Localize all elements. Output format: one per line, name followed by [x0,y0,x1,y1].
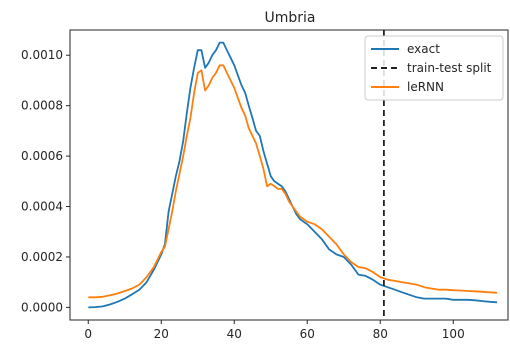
y-tick-label: 0.0002 [21,250,63,264]
plot-area [88,30,498,320]
y-axis: 0.0000 0.0002 0.0004 0.0006 0.0008 0.0010 [21,48,70,314]
y-tick-label: 0.0004 [21,200,63,214]
x-tick-label: 80 [373,327,388,341]
x-tick-label: 20 [154,327,169,341]
x-tick-label: 0 [84,327,92,341]
legend-label: train-test split [407,61,492,75]
axes-frame [69,29,509,321]
series-line-exact [88,41,498,309]
legend-box [364,35,504,101]
y-tick-label: 0.0010 [21,48,63,62]
x-tick-label: 40 [227,327,242,341]
x-axis: 0 20 40 60 80 100 [84,320,465,341]
y-tick-label: 0.0008 [21,99,63,113]
x-tick-label: 100 [442,327,465,341]
y-tick-label: 0.0006 [21,149,63,163]
chart-title: Umbria [265,10,316,26]
x-tick-label: 60 [300,327,315,341]
series-line-lernn [88,64,498,299]
legend-label: leRNN [407,80,444,94]
y-tick-label: 0.0000 [21,300,63,314]
legend-label: exact [407,42,440,56]
legend: exact train-test split leRNN [364,35,504,101]
